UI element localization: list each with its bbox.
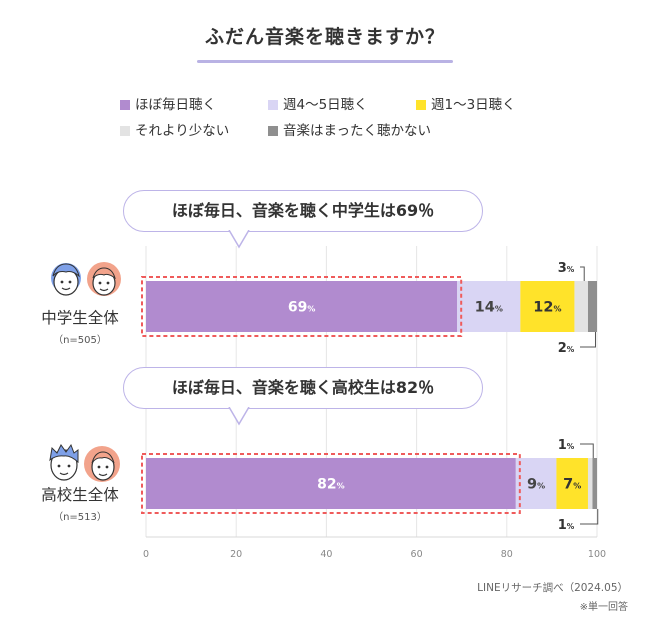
legend-label: ほぼ毎日聴く xyxy=(135,97,216,113)
bar-segment-never xyxy=(587,281,597,332)
callout-high-school: ほぼ毎日、音楽を聴く高校生は82％ xyxy=(123,367,483,409)
x-tick-label: 0 xyxy=(143,549,149,560)
data-label: 1% xyxy=(558,438,575,453)
x-tick-label: 80 xyxy=(501,549,513,560)
group-label-junior-high: 中学生全体 xyxy=(41,309,119,327)
bar-segment-4-5-days xyxy=(457,281,521,332)
legend-swatch-daily xyxy=(120,100,130,110)
chart-title: ふだん音楽を聴きますか？ xyxy=(204,26,445,48)
bar-segment-less xyxy=(587,458,593,509)
x-tick-label: 100 xyxy=(588,549,606,560)
data-label: 14% xyxy=(475,300,503,316)
group-n-junior-high: （n=505） xyxy=(53,335,107,346)
bar-segment-4-5-days xyxy=(515,458,557,509)
student-avatars-icon xyxy=(49,443,120,482)
legend-swatch-1-3-days xyxy=(416,100,426,110)
bar-segment-1-3-days xyxy=(556,458,588,509)
data-label: 69% xyxy=(288,300,316,316)
legend-swatch-4-5-days xyxy=(268,100,278,110)
legend-item-1-3-days: 週1～3日聴く xyxy=(416,93,516,113)
legend-swatch-less xyxy=(120,126,130,136)
bar-segment-never xyxy=(592,458,597,509)
answer-type-note: ※単一回答 xyxy=(579,602,628,613)
data-label: 9% xyxy=(527,477,545,493)
callout-tail-high-school xyxy=(228,407,250,426)
legend-label: それより少ない xyxy=(135,123,230,139)
leader-line xyxy=(580,332,596,348)
data-label: 7% xyxy=(563,477,581,493)
title-underline xyxy=(197,60,453,63)
group-n-high-school: （n=513） xyxy=(53,512,107,523)
legend-item-less: それより少ない xyxy=(120,119,229,139)
leader-line xyxy=(580,266,585,281)
bar-segment-daily xyxy=(146,458,516,509)
data-label: 3% xyxy=(558,261,575,276)
highlight-box xyxy=(141,453,521,514)
student-avatars-icon xyxy=(51,262,121,296)
data-label: 2% xyxy=(558,341,575,356)
callout-junior-high: ほぼ毎日、音楽を聴く中学生は69％ xyxy=(123,190,483,232)
leader-line xyxy=(580,443,594,458)
data-label: 12% xyxy=(533,300,561,316)
bar-segment-daily xyxy=(146,281,458,332)
source-note: LINEリサーチ調べ（2024.05） xyxy=(477,582,628,594)
data-label: 82% xyxy=(317,477,345,493)
data-label: 1% xyxy=(558,518,575,533)
x-tick-label: 20 xyxy=(230,549,242,560)
legend-item-daily: ほぼ毎日聴く xyxy=(120,93,216,113)
legend-swatch-never xyxy=(268,126,278,136)
bar-segment-1-3-days xyxy=(520,281,575,332)
x-tick-label: 60 xyxy=(411,549,423,560)
x-tick-label: 40 xyxy=(320,549,332,560)
group-label-high-school: 高校生全体 xyxy=(41,486,119,504)
legend-label: 週4～5日聴く xyxy=(283,97,368,113)
bar-segment-less xyxy=(574,281,588,332)
legend-label: 週1～3日聴く xyxy=(431,97,516,113)
callout-tail-junior-high xyxy=(228,230,250,249)
legend-item-never: 音楽はまったく聴かない xyxy=(268,119,431,139)
legend-label: 音楽はまったく聴かない xyxy=(283,123,431,139)
leader-line xyxy=(580,509,599,525)
legend-item-4-5-days: 週4～5日聴く xyxy=(268,93,368,113)
